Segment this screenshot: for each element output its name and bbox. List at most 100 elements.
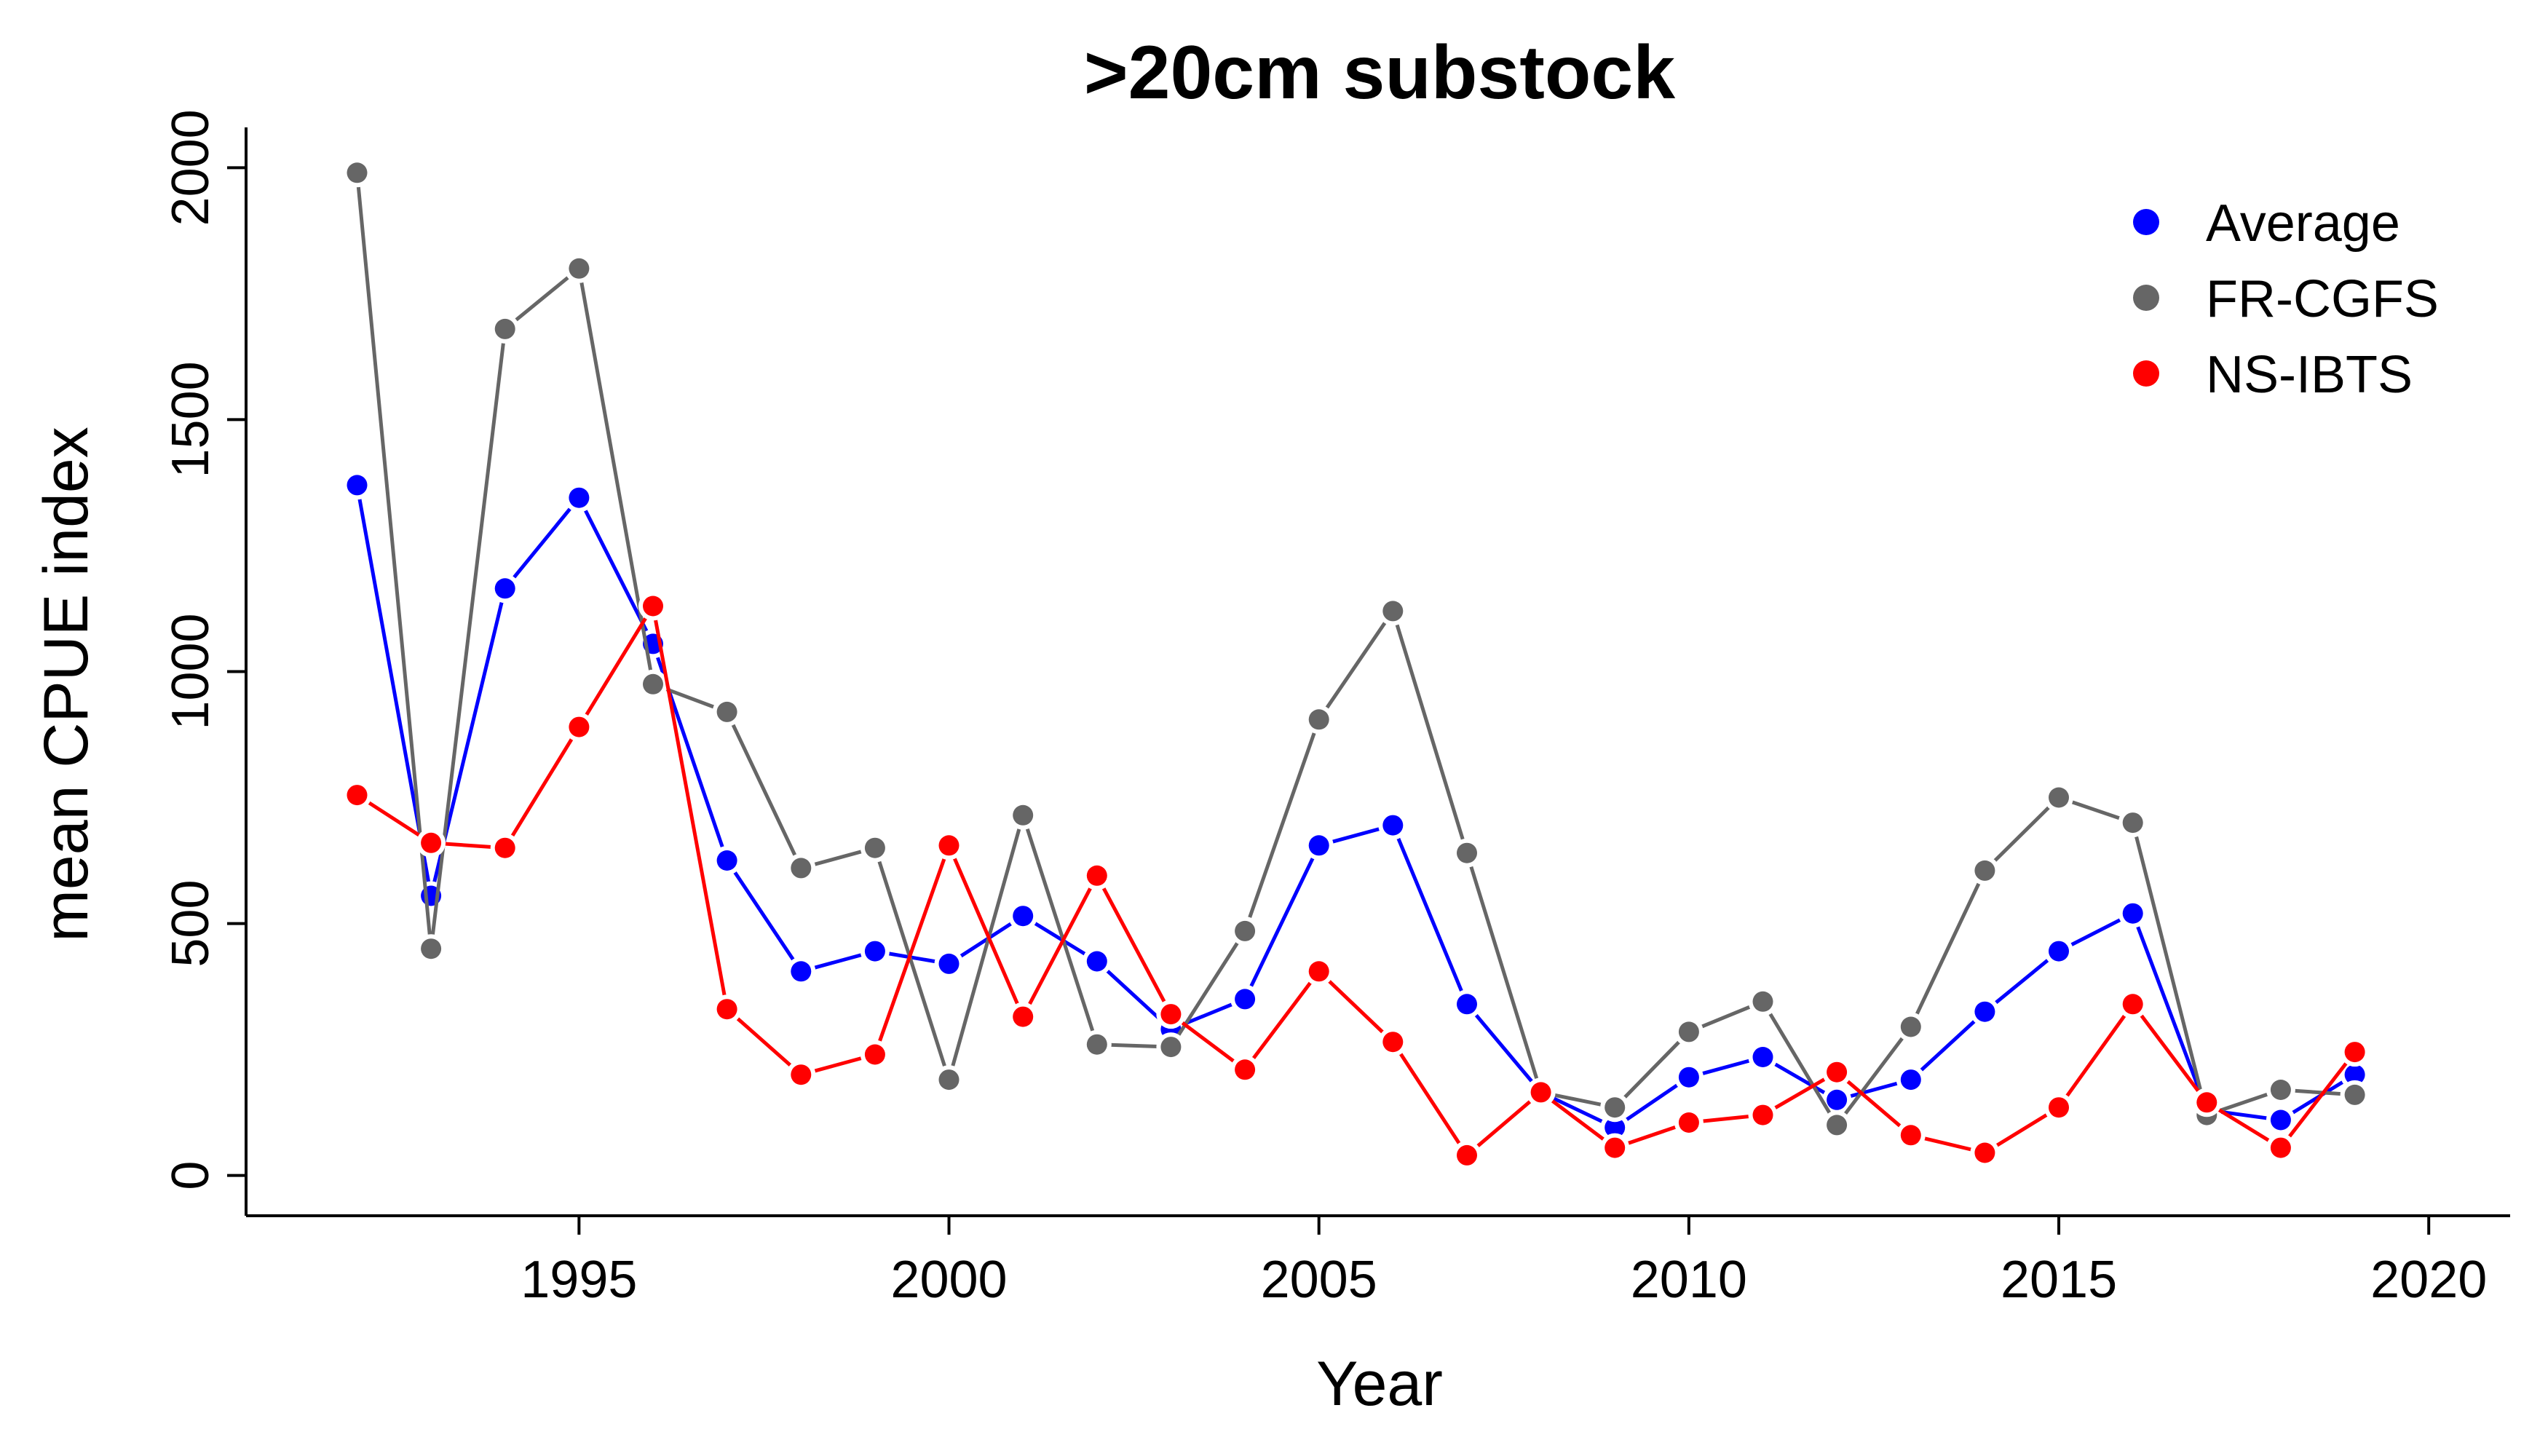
data-point — [1530, 1082, 1551, 1103]
data-point — [2122, 812, 2143, 834]
data-point — [2049, 787, 2069, 808]
data-point — [421, 938, 442, 960]
data-point — [2049, 941, 2069, 962]
series-fr-cgfs — [342, 158, 2370, 1140]
data-point — [569, 716, 590, 737]
data-point — [1235, 989, 1256, 1010]
data-point — [1752, 1047, 1773, 1067]
data-point — [1974, 1001, 1995, 1022]
data-point — [643, 596, 663, 617]
x-tick-label: 1995 — [521, 1251, 637, 1309]
data-point — [1974, 860, 1995, 881]
x-tick-label: 2020 — [2370, 1251, 2487, 1309]
data-point — [347, 162, 368, 183]
data-point — [494, 837, 515, 858]
data-point — [1013, 1006, 1034, 1027]
x-tick-label: 2000 — [890, 1251, 1007, 1309]
data-point — [1457, 1144, 1477, 1166]
series-line — [355, 173, 2355, 1127]
series-ns-ibts — [342, 591, 2370, 1170]
data-point — [1308, 961, 1329, 982]
data-point — [716, 701, 737, 722]
data-point — [2122, 994, 2143, 1015]
data-point — [1160, 1004, 1182, 1025]
data-point — [1013, 906, 1034, 927]
data-point — [1160, 1037, 1182, 1058]
data-point — [2196, 1092, 2217, 1113]
data-point — [716, 999, 737, 1020]
data-point — [864, 941, 885, 962]
data-point — [1678, 1021, 1699, 1042]
data-point — [1382, 601, 1404, 622]
y-axis-label: mean CPUE index — [31, 427, 101, 941]
data-point — [1308, 709, 1329, 730]
data-point — [1900, 1125, 1921, 1146]
data-point — [791, 1064, 812, 1085]
legend-label: NS-IBTS — [2206, 346, 2413, 404]
legend-label: FR-CGFS — [2206, 270, 2439, 328]
data-point — [1457, 994, 1477, 1015]
y-tick-label: 2000 — [162, 109, 220, 226]
y-tick-label: 0 — [162, 1161, 220, 1190]
legend-label: Average — [2206, 194, 2400, 253]
chart-title: >20cm substock — [1084, 31, 1675, 115]
data-point — [1457, 842, 1477, 863]
data-point — [2344, 1084, 2365, 1105]
data-point — [1678, 1112, 1699, 1133]
data-point — [1605, 1117, 1626, 1138]
data-point — [1086, 1034, 1107, 1055]
data-point — [1605, 1097, 1626, 1118]
data-point — [791, 858, 812, 879]
data-point — [1827, 1089, 1848, 1110]
data-point — [938, 1069, 960, 1091]
data-point — [1235, 920, 1256, 941]
x-tick-label: 2005 — [1261, 1251, 1377, 1309]
data-point — [1827, 1115, 1848, 1136]
data-point — [2270, 1080, 2291, 1100]
legend-marker — [2133, 285, 2159, 311]
data-point — [716, 850, 737, 871]
data-point — [791, 961, 812, 982]
data-point — [347, 475, 368, 496]
x-tick-label: 2010 — [1631, 1251, 1747, 1309]
y-tick-label: 500 — [162, 879, 220, 967]
data-point — [569, 258, 590, 279]
data-point — [347, 785, 368, 806]
data-point — [1900, 1069, 1921, 1091]
data-point — [1605, 1137, 1626, 1158]
data-point — [1235, 1059, 1256, 1080]
data-point — [1974, 1142, 1995, 1163]
x-axis-label: Year — [1316, 1349, 1443, 1419]
y-axis-ticks: 0 500 1000 1500 2000 — [162, 109, 246, 1190]
series-average — [342, 470, 2370, 1142]
x-axis-ticks: 1995 2000 2005 2010 2015 2020 — [521, 1216, 2487, 1309]
data-point — [1086, 951, 1107, 972]
data-point — [864, 837, 885, 858]
legend: Average FR-CGFS NS-IBTS — [2133, 194, 2439, 404]
data-point — [938, 835, 960, 856]
data-point — [1086, 865, 1107, 886]
y-tick-label: 1000 — [162, 613, 220, 729]
data-point — [643, 673, 663, 695]
y-tick-label: 1500 — [162, 361, 220, 478]
data-point — [421, 832, 442, 853]
data-point — [2344, 1064, 2365, 1085]
data-point — [1752, 991, 1773, 1012]
data-point — [1752, 1104, 1773, 1125]
data-point — [569, 487, 590, 508]
data-point — [1308, 835, 1329, 856]
data-point — [2122, 903, 2143, 924]
data-point — [2270, 1109, 2291, 1131]
data-point — [1382, 815, 1404, 836]
data-point — [494, 578, 515, 599]
series-layer — [342, 158, 2370, 1170]
data-point — [864, 1044, 885, 1065]
data-point — [2270, 1137, 2291, 1158]
data-point — [1382, 1032, 1404, 1053]
x-tick-label: 2015 — [2001, 1251, 2117, 1309]
data-point — [1678, 1067, 1699, 1088]
data-point — [2344, 1042, 2365, 1063]
legend-marker — [2133, 209, 2159, 235]
data-point — [1827, 1061, 1848, 1083]
